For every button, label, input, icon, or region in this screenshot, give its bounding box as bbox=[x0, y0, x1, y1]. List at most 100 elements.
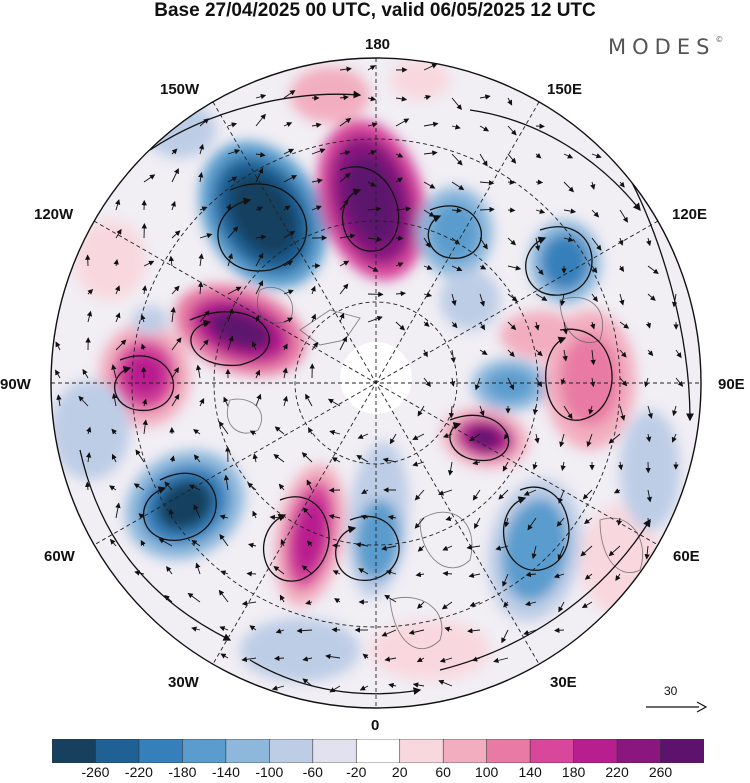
colorbar-cell bbox=[529, 739, 575, 763]
wind-arrow bbox=[613, 488, 621, 494]
wind-arrow bbox=[255, 252, 264, 267]
wind-arrow bbox=[507, 97, 513, 106]
wind-arrow bbox=[219, 514, 229, 520]
colorbar-cell bbox=[573, 739, 618, 763]
wind-arrow bbox=[591, 293, 598, 303]
wind-arrow bbox=[444, 626, 453, 632]
wind-arrow bbox=[273, 565, 285, 575]
colorbar-cell bbox=[312, 739, 358, 763]
wind-arrow bbox=[113, 259, 119, 267]
wind-arrow bbox=[472, 489, 481, 501]
wind-arrow bbox=[283, 122, 293, 127]
label-30w: 30W bbox=[168, 674, 199, 691]
wind-arrow bbox=[332, 570, 341, 576]
wind-arrow bbox=[241, 600, 257, 607]
wind-arrow bbox=[474, 377, 481, 391]
wind-arrow bbox=[385, 569, 397, 575]
wind-arrow bbox=[283, 89, 296, 99]
wind-arrow bbox=[199, 339, 209, 351]
wind-arrow bbox=[645, 517, 651, 527]
wind-arrow bbox=[296, 627, 313, 634]
wind-arrow bbox=[199, 310, 210, 323]
wind-arrow bbox=[645, 321, 652, 329]
wind-arrow bbox=[227, 286, 242, 295]
wind-arrow bbox=[553, 573, 565, 579]
anomaly-blob bbox=[541, 234, 589, 290]
graticule bbox=[51, 58, 701, 708]
anomaly-blob bbox=[469, 426, 501, 450]
wind-arrow bbox=[618, 237, 624, 246]
wind-arrow bbox=[479, 153, 488, 167]
wind-arrow bbox=[140, 343, 147, 351]
wind-arrow bbox=[395, 152, 404, 158]
pole-cap bbox=[340, 342, 412, 414]
wind-arrow bbox=[423, 150, 438, 156]
anomaly-blob bbox=[344, 155, 400, 245]
wind-arrow bbox=[255, 234, 267, 240]
wind-arrow bbox=[143, 260, 155, 267]
label-120e: 120E bbox=[672, 206, 708, 223]
wind-arrow bbox=[423, 63, 438, 71]
wind-arrow bbox=[608, 545, 621, 557]
wind-arrow bbox=[408, 629, 425, 635]
wind-arrow bbox=[327, 398, 341, 407]
wind-arrow bbox=[171, 393, 180, 407]
wind-arrow bbox=[367, 315, 383, 323]
wind-arrow bbox=[252, 510, 258, 519]
wind-arrow bbox=[563, 208, 577, 214]
wind-arrow bbox=[384, 656, 397, 662]
wind-arrow bbox=[282, 395, 289, 407]
wind-arrow bbox=[439, 657, 453, 663]
wind-arrow bbox=[311, 122, 322, 128]
label-90w: 90W bbox=[0, 376, 31, 393]
colorbar-tick-label: 140 bbox=[518, 764, 542, 780]
wind-arrow bbox=[219, 626, 229, 632]
wind-arrow bbox=[388, 682, 397, 689]
wind-arrow bbox=[442, 570, 453, 577]
wind-arrow bbox=[86, 310, 93, 323]
wind-arrow bbox=[164, 481, 173, 491]
wind-arrow bbox=[414, 489, 425, 501]
wind-arrow bbox=[502, 461, 509, 472]
wind-arrow bbox=[389, 433, 397, 445]
wind-arrow bbox=[78, 395, 89, 407]
wind-arrow bbox=[523, 629, 537, 636]
wind-arrow bbox=[395, 177, 403, 183]
wind-arrow bbox=[252, 453, 258, 463]
colorbar-tick-label: 100 bbox=[474, 764, 499, 780]
wind-arrow bbox=[306, 540, 313, 547]
wind-arrow bbox=[140, 539, 146, 547]
wind-arrow bbox=[581, 601, 593, 608]
wind-arrow bbox=[361, 488, 369, 495]
wind-arrow bbox=[619, 209, 628, 223]
wind-arrow bbox=[417, 601, 425, 609]
wind-arrow bbox=[111, 364, 117, 379]
wind-arrow bbox=[164, 594, 173, 603]
wind-arrow bbox=[218, 421, 229, 435]
wind-arrow bbox=[471, 656, 481, 662]
wind-arrow bbox=[479, 405, 485, 417]
wind-arrow bbox=[166, 565, 173, 575]
wind-arrow bbox=[479, 206, 495, 213]
wind-arrow bbox=[305, 599, 313, 606]
wind-arrow bbox=[646, 489, 653, 503]
colorbar-tick-label: -180 bbox=[168, 764, 197, 780]
wind-arrow bbox=[503, 601, 509, 608]
wind-arrow bbox=[311, 178, 323, 184]
label-60e: 60E bbox=[673, 548, 700, 565]
wind-arrow bbox=[562, 321, 569, 335]
wind-arrow bbox=[199, 118, 209, 127]
wind-arrow bbox=[85, 481, 91, 491]
wind-arrow bbox=[115, 312, 121, 323]
wind-arrow bbox=[590, 349, 596, 366]
colorbar-tick-label: -220 bbox=[124, 764, 153, 780]
wind-arrow bbox=[271, 685, 285, 691]
wind-arrow bbox=[367, 150, 377, 156]
wind-arrow bbox=[301, 452, 313, 463]
anomaly-blob bbox=[144, 102, 216, 158]
wind-arrow bbox=[220, 653, 229, 659]
wind-arrow bbox=[395, 262, 404, 268]
wind-arrow bbox=[534, 321, 540, 331]
wind-arrow bbox=[469, 433, 481, 442]
colorbar-cell bbox=[486, 739, 531, 763]
